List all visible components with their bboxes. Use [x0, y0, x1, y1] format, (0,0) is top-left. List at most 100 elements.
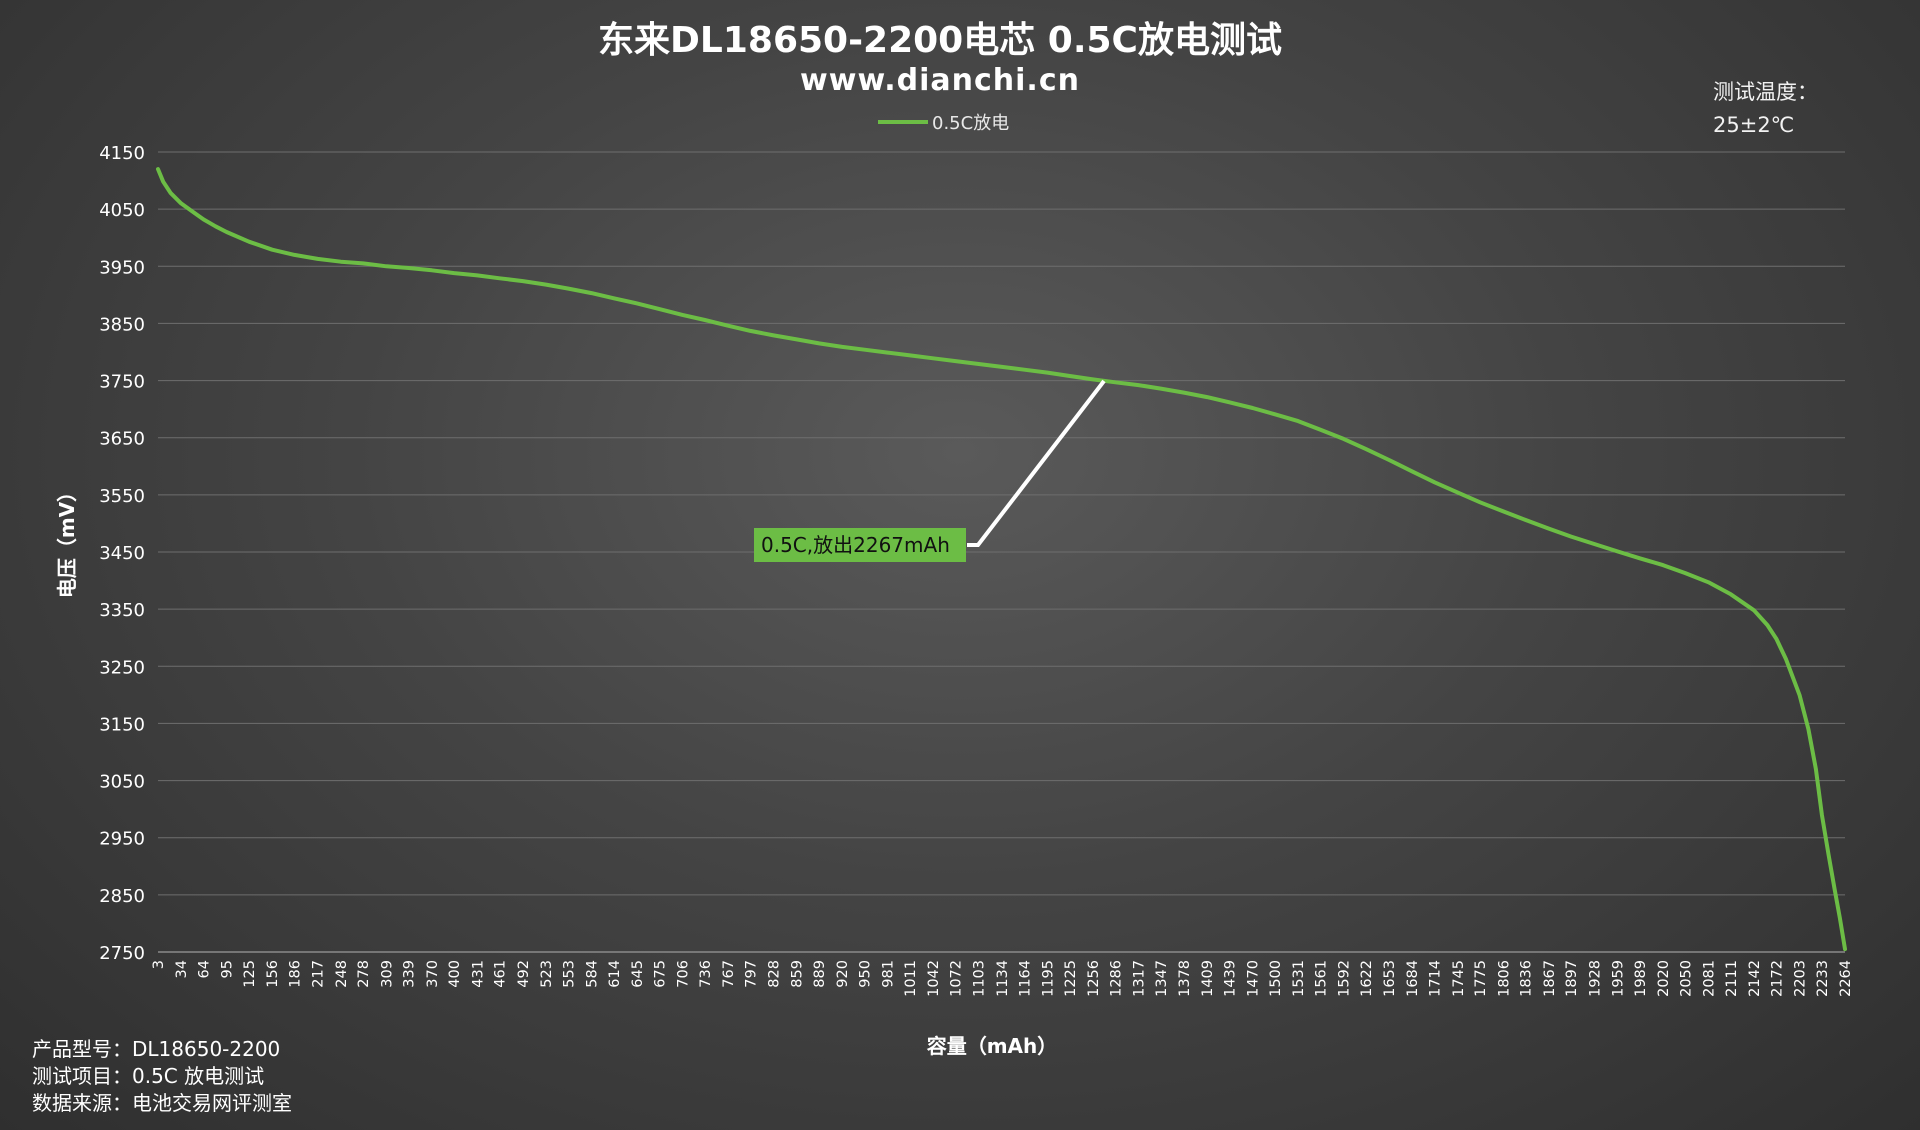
x-tick-label: 1164 — [1017, 960, 1033, 997]
y-tick-label: 4050 — [99, 200, 145, 221]
x-tick-label: 2081 — [1701, 960, 1717, 997]
x-tick-label: 736 — [698, 960, 714, 988]
x-tick-label: 1500 — [1268, 960, 1284, 997]
x-tick-label: 1867 — [1542, 960, 1558, 997]
x-tick-label: 2203 — [1792, 960, 1808, 997]
callout-text: 0.5C,放出2267mAh — [761, 533, 950, 557]
chart-subtitle: www.dianchi.cn — [800, 63, 1080, 98]
x-tick-label: 370 — [425, 960, 441, 988]
footer-notes: 产品型号：DL18650-2200 测试项目：0.5C 放电测试 数据来源：电池… — [32, 1037, 292, 1115]
x-tick-label: 278 — [356, 960, 372, 988]
x-tick-label: 1103 — [972, 960, 988, 997]
x-tick-label: 614 — [607, 960, 623, 988]
y-tick-label: 4150 — [99, 143, 145, 164]
x-tick-label: 1714 — [1428, 960, 1444, 997]
y-tick-label: 3450 — [99, 543, 145, 564]
x-tick-label: 1989 — [1633, 960, 1649, 997]
x-tick-label: 1470 — [1246, 960, 1262, 997]
y-tick-label: 3150 — [99, 714, 145, 735]
y-tick-label: 3350 — [99, 600, 145, 621]
x-tick-label: 920 — [835, 960, 851, 988]
temperature-value: 25±2℃ — [1713, 113, 1794, 137]
x-tick-label: 523 — [539, 960, 555, 988]
x-tick-label: 1225 — [1063, 960, 1079, 997]
y-axis-ticks: 4150 4050 3950 3850 3750 3650 3550 3450 3350 3250… — [99, 143, 145, 964]
x-tick-label: 492 — [516, 960, 532, 988]
x-tick-label: 95 — [220, 960, 236, 978]
x-axis-ticks: 3 34 64 95 125 156 186 217 248 278 309 339 370 400 431… — [151, 960, 1854, 997]
x-tick-label: 1745 — [1451, 960, 1467, 997]
x-tick-label: 64 — [197, 960, 213, 978]
y-tick-label: 3050 — [99, 772, 145, 793]
x-tick-label: 1134 — [995, 960, 1011, 997]
x-tick-label: 1592 — [1337, 960, 1353, 997]
note-product-model: 产品型号：DL18650-2200 — [32, 1037, 280, 1061]
x-tick-label: 1042 — [926, 960, 942, 997]
x-tick-label: 125 — [242, 960, 258, 988]
x-tick-label: 2050 — [1678, 960, 1694, 997]
x-tick-label: 3 — [151, 960, 167, 969]
x-tick-label: 1897 — [1564, 960, 1580, 997]
x-tick-label: 461 — [493, 960, 509, 988]
x-tick-label: 1011 — [903, 960, 919, 997]
temperature-label: 测试温度： — [1713, 80, 1818, 104]
x-tick-label: 1928 — [1587, 960, 1603, 997]
y-tick-label: 3550 — [99, 486, 145, 507]
x-tick-label: 1347 — [1154, 960, 1170, 997]
x-tick-label: 2111 — [1724, 960, 1740, 997]
legend-label: 0.5C放电 — [932, 113, 1009, 134]
x-tick-label: 1959 — [1610, 960, 1626, 997]
y-axis-title: 电压（mV） — [55, 482, 79, 598]
x-tick-label: 2264 — [1838, 960, 1854, 997]
x-tick-label: 1806 — [1496, 960, 1512, 997]
x-tick-label: 1653 — [1382, 960, 1398, 997]
x-tick-label: 1072 — [949, 960, 965, 997]
x-tick-label: 981 — [881, 960, 897, 988]
y-tick-label: 3750 — [99, 372, 145, 393]
x-tick-label: 1256 — [1086, 960, 1102, 997]
x-tick-label: 400 — [447, 960, 463, 988]
x-tick-label: 339 — [402, 960, 418, 988]
x-tick-label: 1439 — [1222, 960, 1238, 997]
y-tick-label: 3850 — [99, 314, 145, 335]
callout-box — [754, 528, 966, 562]
y-tick-label: 3950 — [99, 257, 145, 278]
x-tick-label: 1378 — [1177, 960, 1193, 997]
x-tick-label: 309 — [379, 960, 395, 988]
x-tick-label: 1775 — [1473, 960, 1489, 997]
x-tick-label: 645 — [630, 960, 646, 988]
x-tick-label: 828 — [767, 960, 783, 988]
x-tick-label: 950 — [858, 960, 874, 988]
x-tick-label: 1684 — [1405, 960, 1421, 997]
x-tick-label: 2233 — [1815, 960, 1831, 997]
x-tick-label: 1195 — [1040, 960, 1056, 997]
x-tick-label: 248 — [334, 960, 350, 988]
y-tick-label: 3650 — [99, 429, 145, 450]
y-tick-label: 2750 — [99, 943, 145, 964]
x-tick-label: 2172 — [1769, 960, 1785, 997]
x-tick-label: 1836 — [1519, 960, 1535, 997]
x-axis-title: 容量（mAh） — [927, 1034, 1058, 1058]
x-tick-label: 889 — [812, 960, 828, 988]
y-tick-label: 2850 — [99, 886, 145, 907]
x-tick-label: 1317 — [1131, 960, 1147, 997]
chart-title: 东来DL18650-2200电芯 0.5C放电测试 — [598, 20, 1282, 61]
gridlines — [158, 151, 1845, 953]
callout: 0.5C,放出2267mAh — [754, 379, 1106, 562]
x-tick-label: 1561 — [1313, 960, 1329, 997]
x-tick-label: 217 — [311, 960, 327, 988]
x-tick-label: 675 — [652, 960, 668, 988]
x-tick-label: 156 — [265, 960, 281, 988]
x-tick-label: 706 — [676, 960, 692, 988]
note-test-item: 测试项目：0.5C 放电测试 — [32, 1064, 264, 1088]
x-tick-label: 859 — [790, 960, 806, 988]
x-tick-label: 431 — [470, 960, 486, 988]
x-tick-label: 2142 — [1747, 960, 1763, 997]
y-tick-label: 2950 — [99, 829, 145, 850]
callout-leader-line — [967, 379, 1106, 547]
x-tick-label: 584 — [585, 960, 601, 988]
y-tick-label: 3250 — [99, 657, 145, 678]
x-tick-label: 1531 — [1291, 960, 1307, 997]
x-tick-label: 797 — [743, 960, 759, 988]
